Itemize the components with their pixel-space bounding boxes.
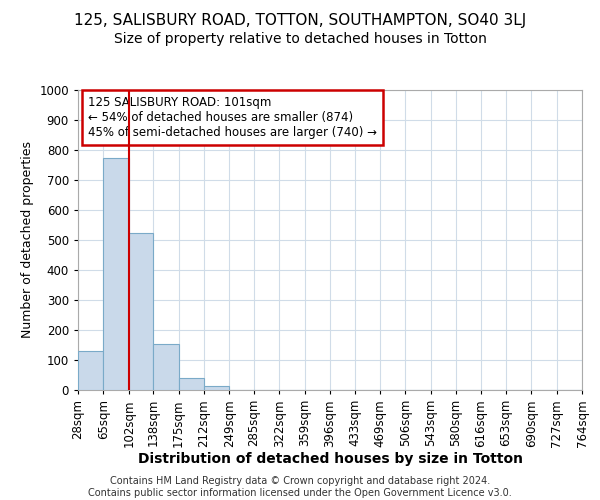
X-axis label: Distribution of detached houses by size in Totton: Distribution of detached houses by size … xyxy=(137,452,523,466)
Y-axis label: Number of detached properties: Number of detached properties xyxy=(21,142,34,338)
Text: 125 SALISBURY ROAD: 101sqm
← 54% of detached houses are smaller (874)
45% of sem: 125 SALISBURY ROAD: 101sqm ← 54% of deta… xyxy=(88,96,377,139)
Bar xyxy=(204,386,229,390)
Bar xyxy=(78,351,103,390)
Bar xyxy=(179,378,204,390)
Bar xyxy=(128,232,154,390)
Bar xyxy=(103,158,128,390)
Text: 125, SALISBURY ROAD, TOTTON, SOUTHAMPTON, SO40 3LJ: 125, SALISBURY ROAD, TOTTON, SOUTHAMPTON… xyxy=(74,12,526,28)
Bar xyxy=(154,344,179,390)
Text: Contains HM Land Registry data © Crown copyright and database right 2024.
Contai: Contains HM Land Registry data © Crown c… xyxy=(88,476,512,498)
Text: Size of property relative to detached houses in Totton: Size of property relative to detached ho… xyxy=(113,32,487,46)
